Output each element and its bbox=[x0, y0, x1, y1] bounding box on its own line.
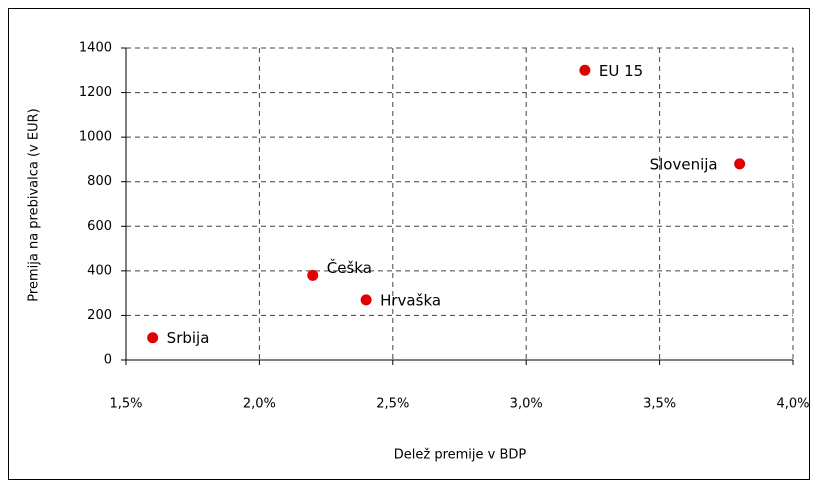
y-tick-label: 1400 bbox=[79, 41, 112, 56]
x-tick-label: 3,5% bbox=[643, 397, 676, 412]
y-tick-label: 400 bbox=[87, 263, 112, 278]
y-tick-label: 1000 bbox=[79, 130, 112, 145]
point bbox=[734, 158, 746, 170]
point bbox=[360, 294, 372, 306]
x-axis-label: Delež premije v BDP bbox=[394, 448, 527, 463]
y-axis-label: Premija na prebivalca (v EUR) bbox=[27, 108, 42, 301]
point-label: Srbija bbox=[167, 329, 210, 347]
y-tick-label: 0 bbox=[104, 353, 112, 368]
y-tick-label: 1200 bbox=[79, 85, 112, 100]
point-label: Slovenija bbox=[650, 155, 718, 173]
point bbox=[579, 64, 591, 76]
point bbox=[147, 332, 159, 344]
y-tick-label: 600 bbox=[87, 219, 112, 234]
x-tick-label: 2,5% bbox=[376, 397, 409, 412]
y-tick-label: 200 bbox=[87, 308, 112, 323]
x-tick-label: 4,0% bbox=[776, 397, 809, 412]
x-tick-label: 3,0% bbox=[510, 397, 543, 412]
x-tick-label: 2,0% bbox=[243, 397, 276, 412]
y-tick-label: 800 bbox=[87, 174, 112, 189]
point-label: EU 15 bbox=[599, 62, 643, 80]
chart-frame bbox=[8, 8, 810, 480]
x-tick-label: 1,5% bbox=[109, 397, 142, 412]
point bbox=[307, 269, 319, 281]
point-label: Hrvaška bbox=[380, 291, 441, 309]
point-label: Češka bbox=[327, 258, 372, 277]
